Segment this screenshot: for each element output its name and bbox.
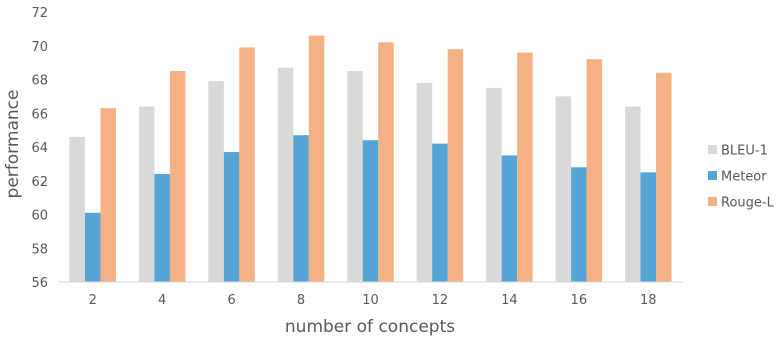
y-tick-label: 56 — [31, 276, 48, 291]
bars — [69, 35, 672, 283]
legend-label: Meteor — [721, 170, 767, 185]
bar-bleu-1-2 — [69, 136, 85, 282]
x-tick-label: 12 — [432, 293, 449, 308]
bar-meteor-6 — [223, 152, 240, 282]
x-tick-label: 14 — [501, 293, 518, 308]
legend-label: BLEU-1 — [721, 144, 768, 159]
bar-meteor-14 — [501, 155, 518, 282]
bar-meteor-2 — [84, 212, 101, 282]
x-tick-label: 18 — [640, 293, 657, 308]
legend-swatch — [708, 171, 717, 180]
bar-meteor-8 — [293, 135, 309, 282]
x-axis-title: number of concepts — [285, 317, 455, 337]
bar-rouge-l-16 — [586, 59, 603, 282]
x-tick-label: 6 — [227, 293, 235, 308]
bar-rouge-l-4 — [169, 71, 186, 282]
bar-rouge-l-6 — [239, 47, 255, 282]
bar-rouge-l-14 — [517, 52, 533, 282]
x-tick-label: 10 — [362, 293, 379, 308]
bar-rouge-l-8 — [308, 35, 325, 282]
legend: BLEU-1 Meteor Rouge-L — [708, 144, 775, 211]
x-tick-label: 16 — [571, 293, 588, 308]
bar-bleu-1-8 — [277, 67, 294, 282]
y-tick-label: 58 — [31, 242, 48, 257]
bar-meteor-4 — [154, 174, 170, 282]
bar-meteor-18 — [640, 172, 657, 282]
bar-rouge-l-2 — [100, 108, 116, 282]
y-axis-title: performance — [3, 90, 23, 199]
x-tick-label: 8 — [297, 293, 305, 308]
y-tick-label: 66 — [31, 107, 48, 122]
bar-meteor-10 — [362, 140, 379, 282]
bar-bleu-1-4 — [138, 106, 155, 282]
legend-swatch — [708, 145, 717, 154]
bar-rouge-l-18 — [656, 72, 672, 282]
bar-bleu-1-16 — [555, 96, 572, 283]
bar-bleu-1-6 — [208, 81, 224, 282]
y-tick-label: 60 — [31, 209, 48, 224]
y-tick-label: 68 — [31, 74, 48, 89]
y-tick-label: 72 — [31, 6, 48, 21]
x-tick-label: 4 — [158, 293, 166, 308]
bar-meteor-16 — [571, 167, 587, 282]
legend-swatch — [708, 197, 717, 206]
y-tick-label: 62 — [31, 175, 48, 190]
bar-meteor-12 — [432, 143, 448, 282]
bar-bleu-1-12 — [416, 82, 433, 282]
bar-rouge-l-12 — [447, 49, 464, 282]
bar-bleu-1-18 — [625, 106, 641, 282]
bar-bleu-1-10 — [347, 71, 363, 282]
y-tick-label: 70 — [31, 40, 48, 55]
y-tick-label: 64 — [31, 141, 48, 156]
x-tick-labels: 2 4 6 8 10 12 14 16 18 — [89, 293, 657, 308]
x-tick-label: 2 — [89, 293, 97, 308]
y-tick-labels: 56 58 60 62 64 66 68 70 72 — [31, 6, 48, 291]
bar-bleu-1-14 — [486, 87, 502, 282]
legend-label: Rouge-L — [721, 196, 775, 211]
bar-rouge-l-10 — [378, 42, 394, 283]
